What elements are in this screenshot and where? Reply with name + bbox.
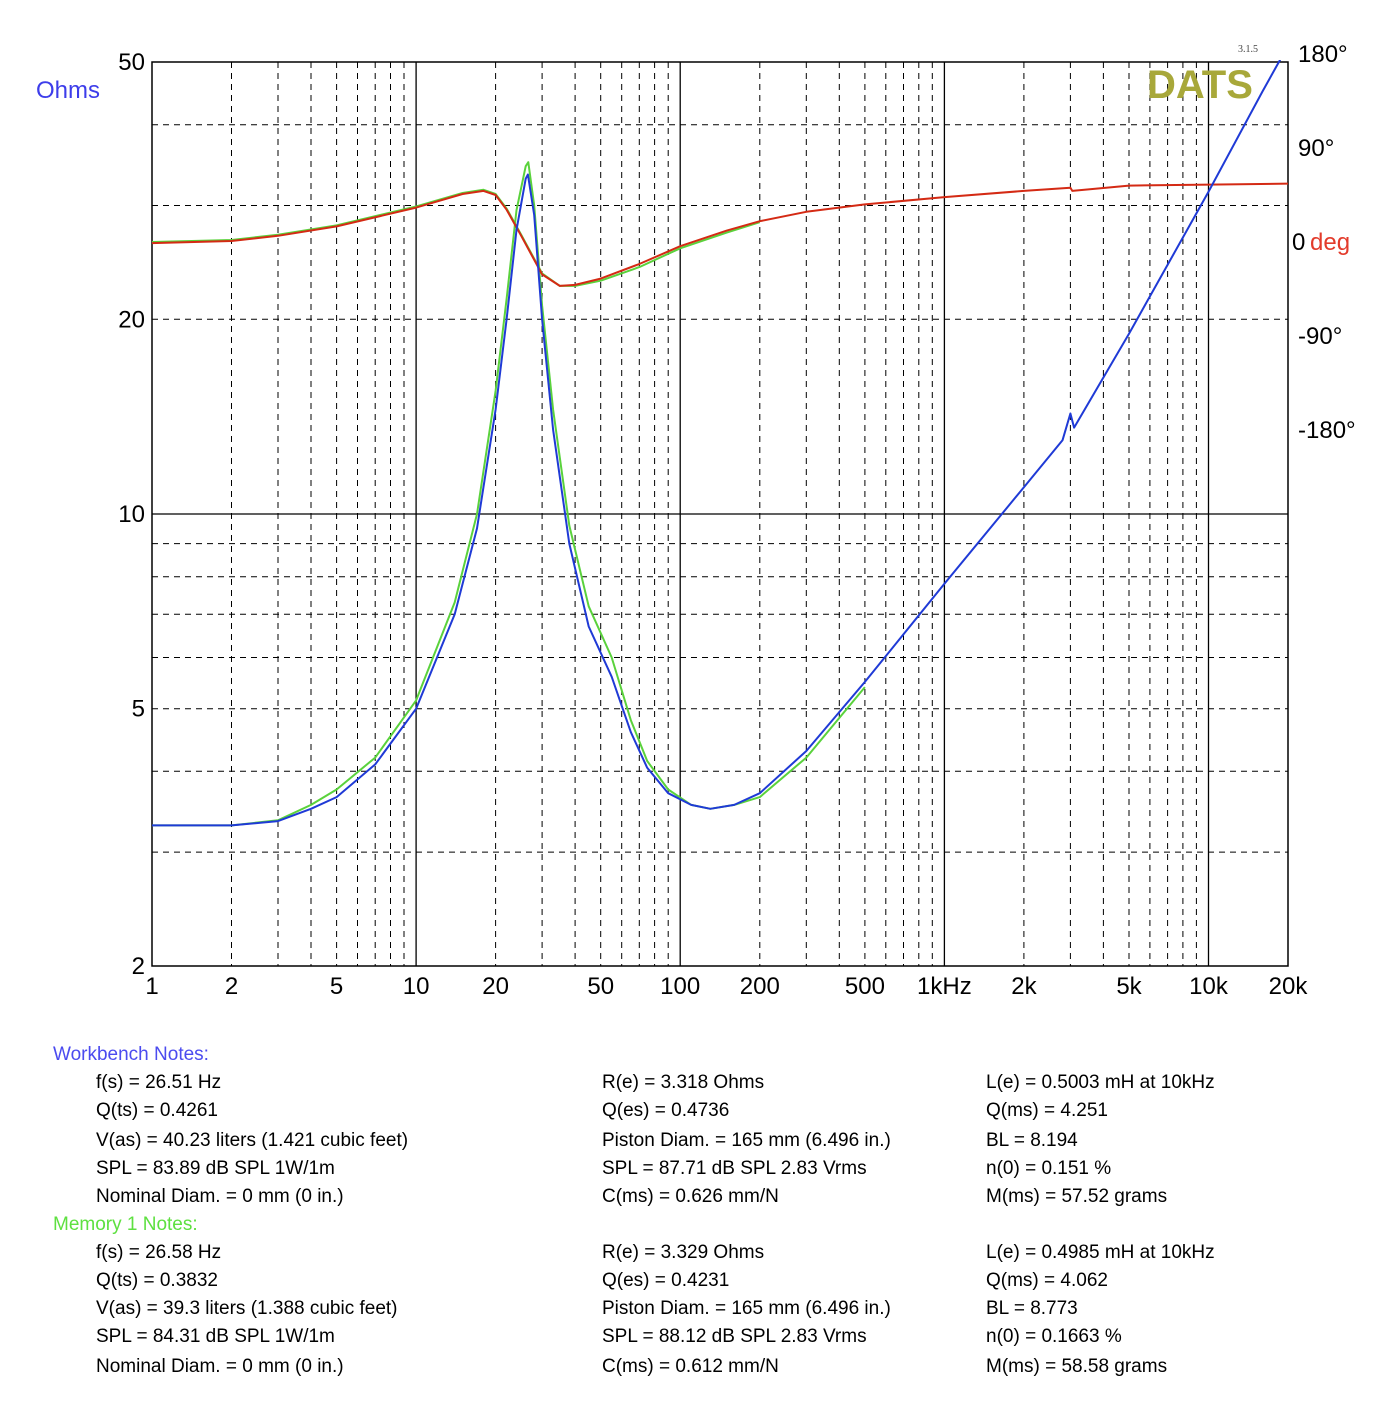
workbench-piston-diam: Piston Diam. = 165 mm (6.496 in.) xyxy=(602,1130,891,1151)
y-right-tick-label: 180° xyxy=(1298,41,1348,68)
memory-notes-heading: Memory 1 Notes: xyxy=(53,1214,198,1235)
x-tick-label: 10k xyxy=(1189,973,1229,1000)
memory-cms: C(ms) = 0.612 mm/N xyxy=(602,1356,779,1377)
memory-mms: M(ms) = 58.58 grams xyxy=(986,1356,1168,1377)
memory-n0: n(0) = 0.1663 % xyxy=(986,1326,1122,1347)
x-tick-label: 2 xyxy=(225,973,238,1000)
y-left-axis-label: Ohms xyxy=(36,77,100,104)
workbench-nominal-diam: Nominal Diam. = 0 mm (0 in.) xyxy=(96,1186,344,1207)
y-right-zero-label: 0 xyxy=(1292,229,1305,256)
grid xyxy=(152,62,1288,966)
y-right-tick-label: -90° xyxy=(1298,323,1342,350)
memory-piston-diam: Piston Diam. = 165 mm (6.496 in.) xyxy=(602,1298,891,1319)
workbench-vas: V(as) = 40.23 liters (1.421 cubic feet) xyxy=(96,1130,409,1151)
x-tick-label: 10 xyxy=(403,973,430,1000)
memory-vas: V(as) = 39.3 liters (1.388 cubic feet) xyxy=(96,1298,398,1319)
workbench-mms: M(ms) = 57.52 grams xyxy=(986,1186,1168,1207)
axis-labels: 1 2 5 10 20 50 100 200 500 1kHz 2k 5k 10k 20k50201052… xyxy=(36,41,1356,1000)
plot-border xyxy=(151,61,1289,967)
memory-re: R(e) = 3.329 Ohms xyxy=(602,1242,765,1263)
memory-nominal-diam: Nominal Diam. = 0 mm (0 in.) xyxy=(96,1356,344,1377)
workbench-qes: Q(es) = 0.4736 xyxy=(602,1100,730,1121)
memory-qms: Q(ms) = 4.062 xyxy=(986,1270,1108,1291)
y-left-tick-label: 10 xyxy=(118,501,145,528)
version-label: 3.1.5 xyxy=(1238,44,1258,55)
memory-spl-1w: SPL = 84.31 dB SPL 1W/1m xyxy=(96,1326,335,1347)
x-tick-label: 2k xyxy=(1011,973,1037,1000)
y-left-tick-label: 20 xyxy=(118,306,145,333)
workbench-re: R(e) = 3.318 Ohms xyxy=(602,1072,765,1093)
x-tick-label: 5k xyxy=(1116,973,1142,1000)
workbench-bl: BL = 8.194 xyxy=(986,1130,1078,1151)
workbench-cms: C(ms) = 0.626 mm/N xyxy=(602,1186,779,1207)
workbench-le: L(e) = 0.5003 mH at 10kHz xyxy=(986,1072,1215,1093)
workbench-qms: Q(ms) = 4.251 xyxy=(986,1100,1108,1121)
y-left-tick-label: 5 xyxy=(132,696,145,723)
y-right-axis-unit: deg xyxy=(1310,229,1350,256)
memory-impedance-line xyxy=(152,161,866,827)
impedance-phase-chart: 1 2 5 10 20 50 100 200 500 1kHz 2k 5k 10k 20k50201052… xyxy=(36,41,1356,1000)
x-tick-label: 500 xyxy=(845,973,885,1000)
x-tick-label: 5 xyxy=(330,973,343,1000)
dats-logo: DATS xyxy=(1147,63,1253,107)
workbench-spl-vrms: SPL = 87.71 dB SPL 2.83 Vrms xyxy=(602,1158,867,1179)
series-group xyxy=(152,60,1288,827)
y-right-tick-label: 90° xyxy=(1298,135,1334,162)
y-left-tick-label: 2 xyxy=(132,953,145,980)
x-tick-label: 20k xyxy=(1269,973,1309,1000)
phase-line xyxy=(152,182,1288,287)
memory-qes: Q(es) = 0.4231 xyxy=(602,1270,730,1291)
workbench-fs: f(s) = 26.51 Hz xyxy=(96,1072,222,1093)
memory-le: L(e) = 0.4985 mH at 10kHz xyxy=(986,1242,1215,1263)
workbench-n0: n(0) = 0.151 % xyxy=(986,1158,1112,1179)
y-right-tick-label: -180° xyxy=(1298,417,1356,444)
x-tick-label: 100 xyxy=(660,973,700,1000)
memory-qts: Q(ts) = 0.3832 xyxy=(96,1270,218,1291)
x-tick-label: 200 xyxy=(740,973,780,1000)
workbench-notes-heading: Workbench Notes: xyxy=(53,1044,209,1065)
impedance-line xyxy=(152,60,1282,827)
x-tick-label: 20 xyxy=(482,973,509,1000)
workbench-spl-1w: SPL = 83.89 dB SPL 1W/1m xyxy=(96,1158,335,1179)
memory-fs: f(s) = 26.58 Hz xyxy=(96,1242,222,1263)
memory-bl: BL = 8.773 xyxy=(986,1298,1078,1319)
memory-spl-vrms: SPL = 88.12 dB SPL 2.83 Vrms xyxy=(602,1326,867,1347)
plot-frame xyxy=(151,61,1289,967)
x-tick-label: 1kHz xyxy=(917,973,972,1000)
x-tick-label: 50 xyxy=(587,973,614,1000)
y-left-tick-label: 50 xyxy=(118,49,145,76)
workbench-qts: Q(ts) = 0.4261 xyxy=(96,1100,218,1121)
x-tick-label: 1 xyxy=(145,973,158,1000)
